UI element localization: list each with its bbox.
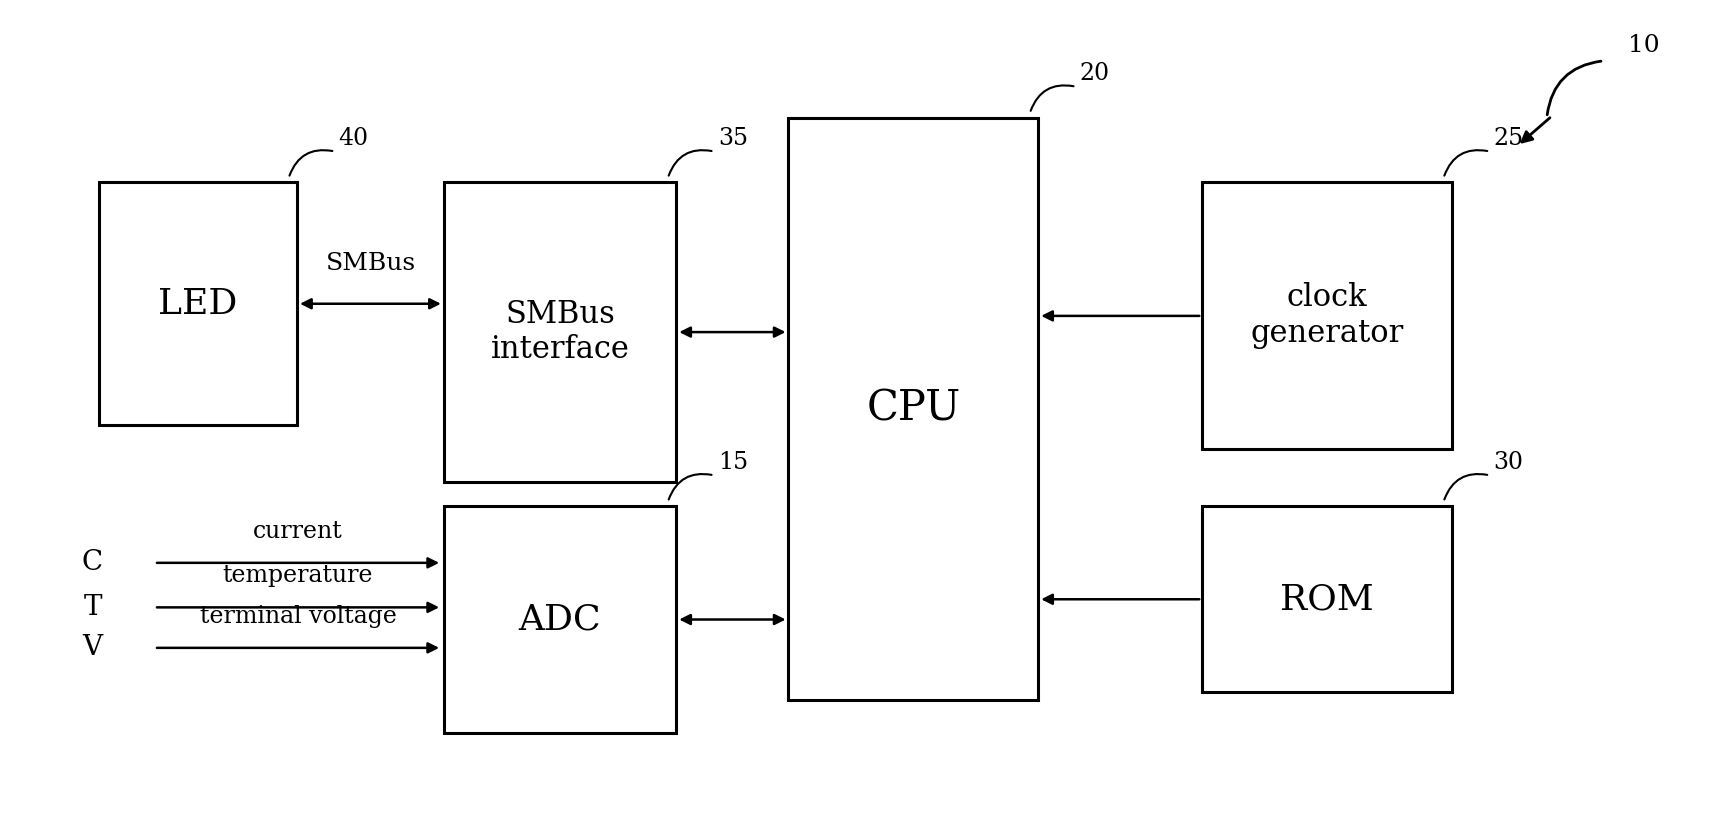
Text: 35: 35 <box>717 127 748 150</box>
Text: 25: 25 <box>1493 127 1524 150</box>
Text: 30: 30 <box>1493 451 1524 474</box>
Text: ROM: ROM <box>1280 582 1373 616</box>
Bar <box>788 118 1039 700</box>
Text: 40: 40 <box>338 127 369 150</box>
Bar <box>99 182 298 425</box>
Text: SMBus: SMBus <box>326 253 416 276</box>
Text: V: V <box>83 634 102 661</box>
Bar <box>443 182 677 482</box>
Text: CPU: CPU <box>866 388 961 430</box>
Bar <box>1202 182 1451 449</box>
Text: clock
generator: clock generator <box>1251 282 1403 349</box>
Text: 10: 10 <box>1628 34 1659 56</box>
Text: C: C <box>81 550 102 577</box>
Text: ADC: ADC <box>520 603 601 636</box>
Bar <box>443 506 677 733</box>
Text: 20: 20 <box>1079 62 1110 85</box>
Text: temperature: temperature <box>223 564 374 587</box>
Bar <box>1202 506 1451 692</box>
Text: terminal voltage: terminal voltage <box>199 605 397 627</box>
Text: 15: 15 <box>717 451 748 474</box>
Text: current: current <box>253 519 343 542</box>
Text: SMBus
interface: SMBus interface <box>490 299 629 366</box>
Text: LED: LED <box>158 287 237 321</box>
Text: T: T <box>83 594 102 621</box>
